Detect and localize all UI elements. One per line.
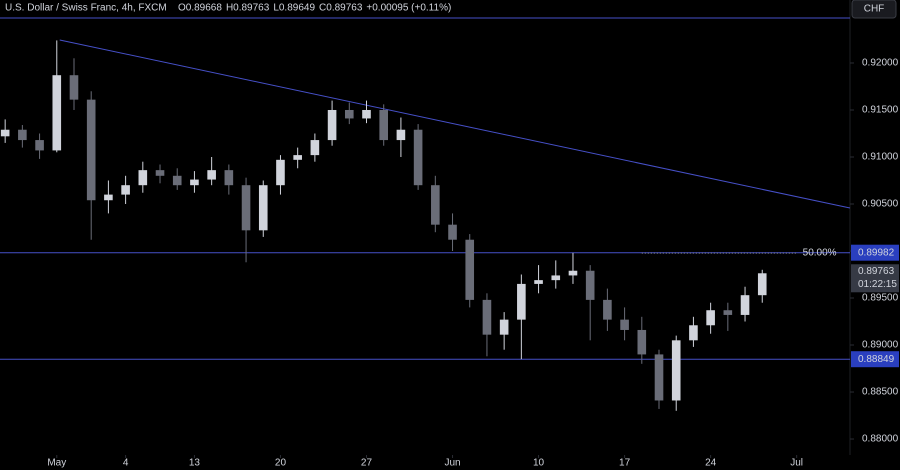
y-tick-label: 0.91000 xyxy=(862,152,899,163)
candle-body xyxy=(138,170,148,186)
candle-body xyxy=(258,185,268,231)
x-tick-label: May xyxy=(47,458,66,469)
current-price-label: 0.89763 xyxy=(858,266,895,277)
ohlc-value: O0.89668 xyxy=(178,3,222,14)
ohlc-value: C0.89763 xyxy=(319,3,363,14)
candle-body xyxy=(0,129,10,137)
candle-body xyxy=(637,329,647,355)
y-tick-label: 0.92000 xyxy=(862,58,899,69)
candle-body xyxy=(52,75,62,151)
candle-body xyxy=(276,159,285,186)
candle-body xyxy=(499,319,509,335)
trendline xyxy=(59,39,851,209)
candle-body xyxy=(568,270,578,276)
candle-body xyxy=(689,325,698,341)
y-tick-label: 0.91500 xyxy=(862,105,899,116)
x-tick-label: 20 xyxy=(275,458,287,469)
currency-button[interactable] xyxy=(851,0,897,19)
candle-body xyxy=(551,275,561,281)
level-label: 0.88849 xyxy=(858,354,895,365)
candle-body xyxy=(310,140,320,156)
candle-body xyxy=(603,299,612,320)
candle-body xyxy=(207,170,216,180)
x-tick-label: 17 xyxy=(619,458,631,469)
x-tick-label: 10 xyxy=(533,458,545,469)
candle-body xyxy=(121,185,130,195)
x-tick-label: 24 xyxy=(705,458,717,469)
x-tick-label: Jun xyxy=(444,458,460,469)
candle-body xyxy=(344,109,354,119)
ohlc-value: +0.00095 (+0.11%) xyxy=(366,3,451,14)
candle-body xyxy=(396,129,406,141)
candle-body xyxy=(671,340,681,401)
countdown-label: 01:22:15 xyxy=(858,279,897,290)
candle-body xyxy=(465,239,475,300)
ohlc-value: H0.89763 xyxy=(226,3,270,14)
level-label: 0.89982 xyxy=(858,247,895,258)
x-tick-label: 13 xyxy=(189,458,201,469)
candle-body xyxy=(413,129,423,186)
candle-body xyxy=(706,310,715,326)
candle-body xyxy=(534,280,543,284)
candle-body xyxy=(155,170,165,176)
candle-body xyxy=(379,109,389,141)
y-tick-label: 0.88000 xyxy=(862,434,899,445)
candle-body xyxy=(327,109,337,141)
x-tick-label: Jul xyxy=(790,458,803,469)
candle-body xyxy=(517,283,526,320)
y-tick-label: 0.89500 xyxy=(862,293,899,304)
candle-body xyxy=(757,273,767,296)
candle-body xyxy=(362,109,371,119)
ohlc-value: L0.89649 xyxy=(273,3,315,14)
header: U.S. Dollar / Swiss Franc, 4h, FXCM xyxy=(5,3,167,14)
x-tick-label: 4 xyxy=(123,458,129,469)
level-label-box xyxy=(851,244,899,261)
x-tick-label: 27 xyxy=(361,458,373,469)
y-tick-label: 0.88500 xyxy=(862,387,899,398)
candle-body xyxy=(293,155,302,160)
candle-body xyxy=(69,75,79,100)
candle-body xyxy=(448,224,457,240)
fib-label: 50.00% xyxy=(803,248,837,259)
candle-body xyxy=(86,99,96,201)
candle-body xyxy=(241,185,251,231)
candle-body xyxy=(431,185,440,225)
candle-body xyxy=(224,170,234,186)
candle-body xyxy=(654,354,664,401)
candle-body xyxy=(35,140,44,151)
candle-body xyxy=(740,295,750,315)
plot-area: 50.00% xyxy=(0,17,851,411)
candle-body xyxy=(482,299,492,335)
y-tick-label: 0.89000 xyxy=(862,340,899,351)
candle-body xyxy=(723,310,733,315)
y-tick-label: 0.90500 xyxy=(862,199,899,210)
candle-body xyxy=(104,194,113,201)
level-label-box xyxy=(851,351,899,368)
current-price-box xyxy=(851,264,899,293)
candle-body xyxy=(585,270,595,300)
candle-body xyxy=(190,179,199,186)
currency-label: CHF xyxy=(864,4,885,15)
chart-title: U.S. Dollar / Swiss Franc, 4h, FXCM xyxy=(5,3,167,14)
candle-body xyxy=(18,129,27,141)
candle-body xyxy=(172,175,182,186)
candle-body xyxy=(620,319,629,330)
